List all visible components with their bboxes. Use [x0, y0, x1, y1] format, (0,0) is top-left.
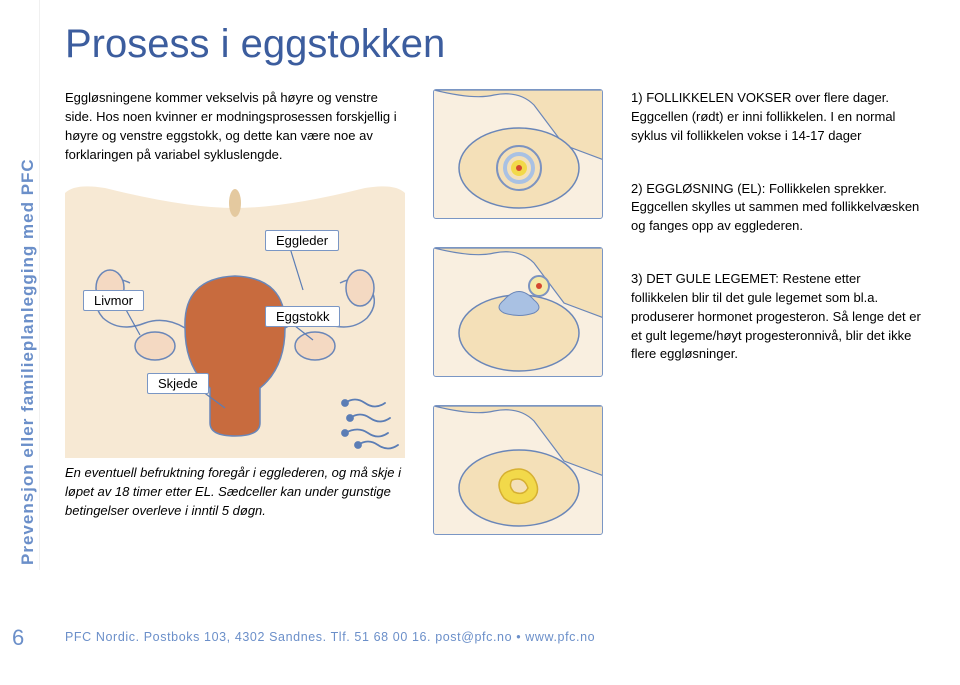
stage-1-text: 1) FOLLIKKELEN VOKSER over flere dager. …	[631, 89, 921, 146]
stage-1-heading: FOLLIKKELEN VOKSER over flere dager.	[646, 90, 889, 105]
page-number: 6	[12, 625, 24, 651]
stage-3-num: 3)	[631, 271, 643, 286]
sperm-icon	[340, 393, 430, 453]
stage-1-num: 1)	[631, 90, 643, 105]
right-column: 1) FOLLIKKELEN VOKSER over flere dager. …	[631, 89, 921, 535]
stage-2-text: 2) EGGLØSNING (EL): Follikkelen sprekker…	[631, 180, 921, 237]
label-eggleder: Eggleder	[265, 230, 339, 251]
middle-column	[423, 89, 613, 535]
left-column: Eggløsningene kommer vekselvis på høyre …	[65, 89, 405, 535]
label-skjede: Skjede	[147, 373, 209, 394]
stage-1-panel	[433, 89, 603, 219]
label-eggstokk: Eggstokk	[265, 306, 340, 327]
intro-text: Eggløsningene kommer vekselvis på høyre …	[65, 89, 405, 164]
label-livmor: Livmor	[83, 290, 144, 311]
stage-2-heading: EGGLØSNING (EL): Follikkelen sprekker.	[646, 181, 887, 196]
stage-3-text: 3) DET GULE LEGEMET: Restene etter folli…	[631, 270, 921, 364]
footer-text: PFC Nordic. Postboks 103, 4302 Sandnes. …	[65, 630, 595, 644]
anatomy-diagram: Eggleder Livmor Eggstokk Skjede	[65, 178, 405, 458]
sidebar-label: Prevensjon eller familieplanlegging med …	[18, 158, 38, 565]
stage-2-body: Eggcellen skylles ut sammen med follikke…	[631, 199, 919, 233]
columns: Eggløsningene kommer vekselvis på høyre …	[65, 89, 940, 535]
stage-1-body: Eggcellen (rødt) er inni follikkelen. I …	[631, 109, 895, 143]
stage-2-num: 2)	[631, 181, 643, 196]
page-title: Prosess i eggstokken	[65, 22, 940, 67]
sidebar-strip: Prevensjon eller familieplanlegging med …	[0, 0, 40, 570]
stage-2-panel	[433, 247, 603, 377]
stage-3-panel	[433, 405, 603, 535]
page-content: Prosess i eggstokken Eggløsningene komme…	[65, 22, 940, 535]
fertilization-note: En eventuell befruktning foregår i eggle…	[65, 464, 405, 521]
